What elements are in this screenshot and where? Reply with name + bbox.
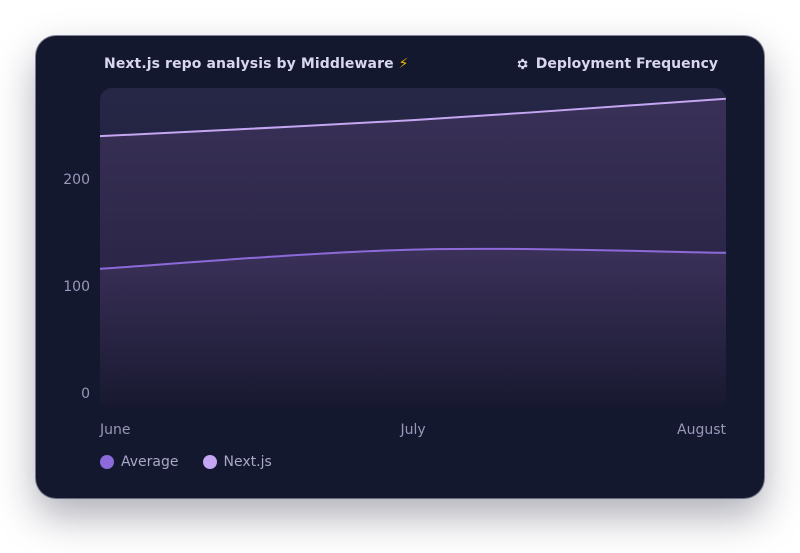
line-next-js — [100, 97, 726, 138]
metric-selector[interactable]: Deployment Frequency — [515, 56, 718, 72]
legend-item-average[interactable]: Average — [100, 454, 179, 470]
metric-label: Deployment Frequency — [535, 56, 718, 72]
chart-legend: Average Next.js — [100, 454, 272, 470]
legend-item-next-js[interactable]: Next.js — [202, 454, 272, 470]
chart-title: Next.js repo analysis by Middleware ⚡ — [104, 56, 409, 72]
y-tick-label: 0 — [81, 386, 90, 402]
legend-swatch — [100, 455, 114, 469]
chart-title-text: Next.js repo analysis by Middleware — [104, 56, 394, 72]
x-tick-label: June — [100, 422, 131, 438]
x-tick-label: July — [400, 422, 426, 438]
legend-label: Average — [121, 454, 179, 470]
area-average — [100, 248, 726, 409]
legend-label: Next.js — [223, 454, 272, 470]
gear-icon — [517, 58, 528, 70]
chart-card: Next.js repo analysis by Middleware ⚡ Dep… — [36, 36, 764, 498]
area-chart — [100, 88, 726, 409]
line-average — [100, 247, 726, 270]
y-tick-label: 200 — [63, 172, 90, 188]
bolt-icon: ⚡ — [398, 56, 409, 72]
y-tick-label: 100 — [63, 279, 90, 295]
x-tick-label: August — [677, 422, 726, 438]
legend-swatch — [202, 455, 217, 469]
